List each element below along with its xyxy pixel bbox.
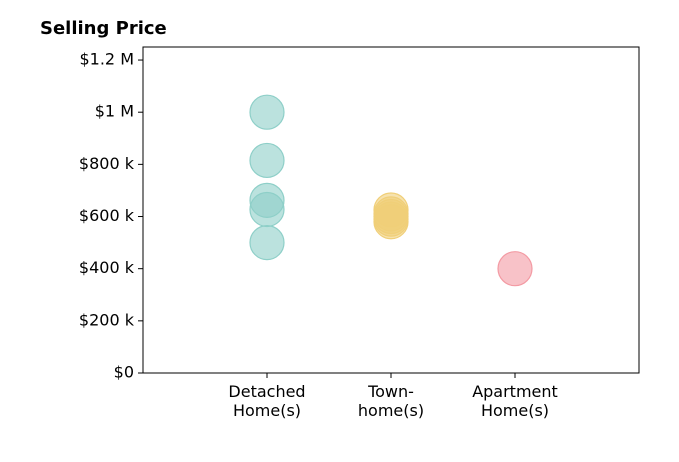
x-tick-label: Town- home(s) xyxy=(357,382,425,420)
chart-title: Selling Price xyxy=(40,18,167,39)
point xyxy=(249,191,285,228)
y-tick-label: $1 M xyxy=(95,102,134,121)
point xyxy=(249,94,285,130)
x-tick-label: Detached Home(s) xyxy=(228,382,306,420)
y-tick-label: $200 k xyxy=(79,310,135,329)
x-tick-label: Apartment Home(s) xyxy=(472,382,558,420)
point xyxy=(497,251,533,287)
y-tick-label: $800 k xyxy=(79,154,135,173)
y-tick-label: $400 k xyxy=(79,258,135,277)
y-tick-label: $0 xyxy=(114,363,134,382)
y-tick-label: $1.2 M xyxy=(79,50,134,69)
y-tick-label: $600 k xyxy=(79,206,135,225)
point xyxy=(373,204,409,240)
point xyxy=(249,142,285,179)
point xyxy=(249,225,285,261)
